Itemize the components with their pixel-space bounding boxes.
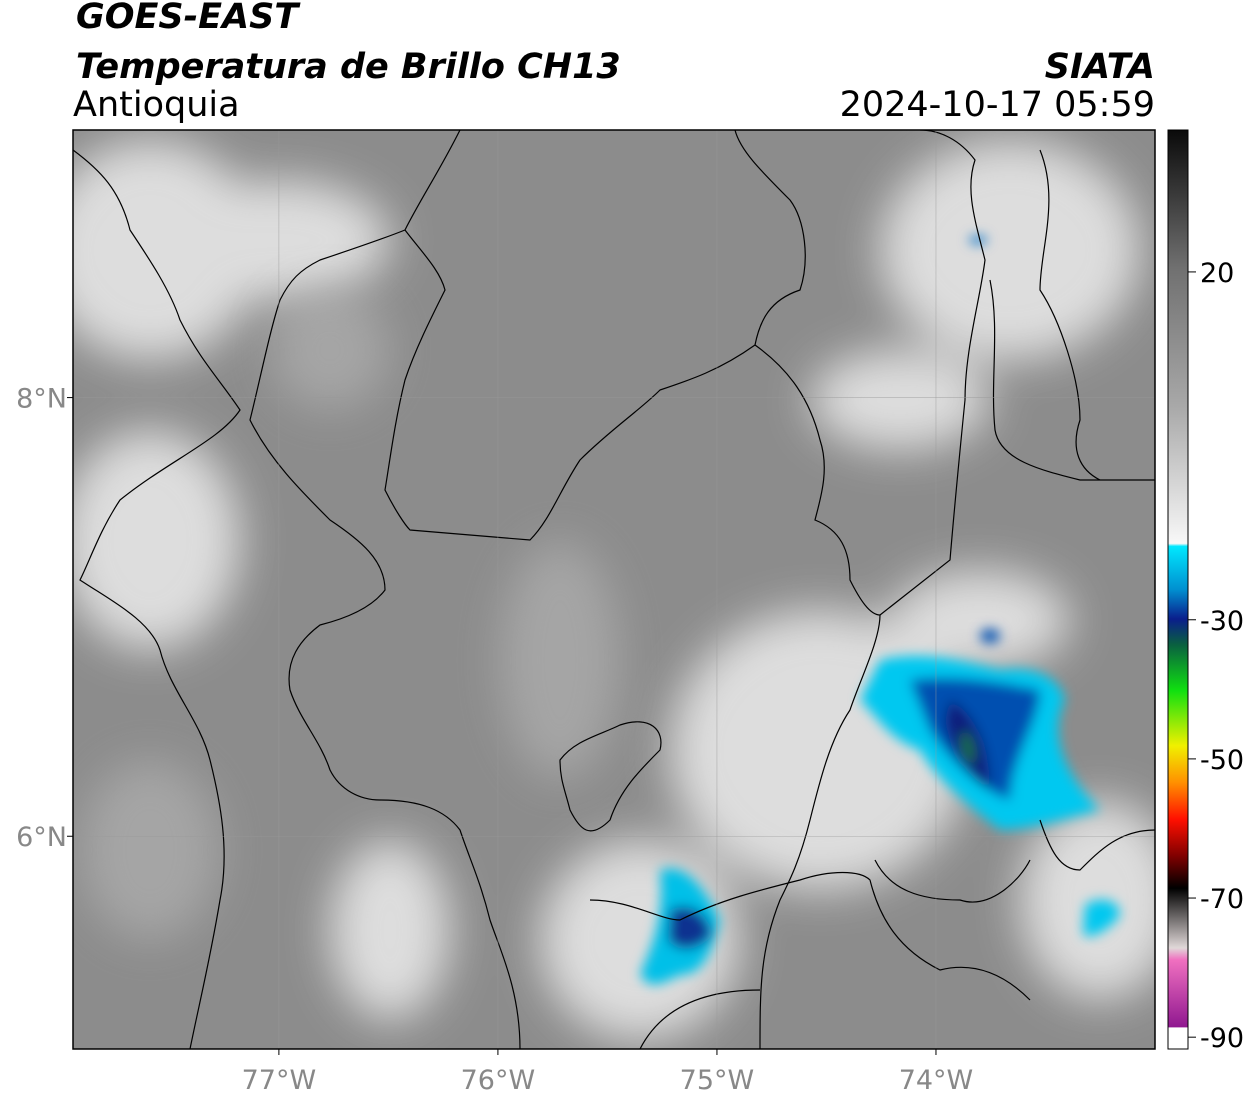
map-frame [72,129,1156,1050]
x-tick-label: 76°W [461,1065,536,1096]
y-tick-label: 6°N [16,822,67,853]
map-image [73,130,1155,1049]
colorbar-tick-label: -30 [1200,606,1244,637]
subtitle: Temperatura de Brillo CH13 [76,47,621,87]
title: GOES-EAST [76,0,301,37]
colorbar-tick-label: 20 [1200,258,1234,289]
x-tick-label: 77°W [242,1065,317,1096]
grid [73,130,1155,1049]
x-tick-label: 74°W [899,1065,974,1096]
source: SIATA [1045,47,1155,87]
colorbar-tick-label: -50 [1200,745,1244,776]
datetime: 2024-10-17 05:59 [840,85,1155,125]
x-tick-label: 75°W [680,1065,755,1096]
y-tick-label: 8°N [16,384,67,415]
colorbar-tick-label: -90 [1200,1023,1244,1054]
region: Antioquia [73,85,240,125]
colorbar-tick-label: -70 [1200,884,1244,915]
colorbar [1167,129,1189,1050]
